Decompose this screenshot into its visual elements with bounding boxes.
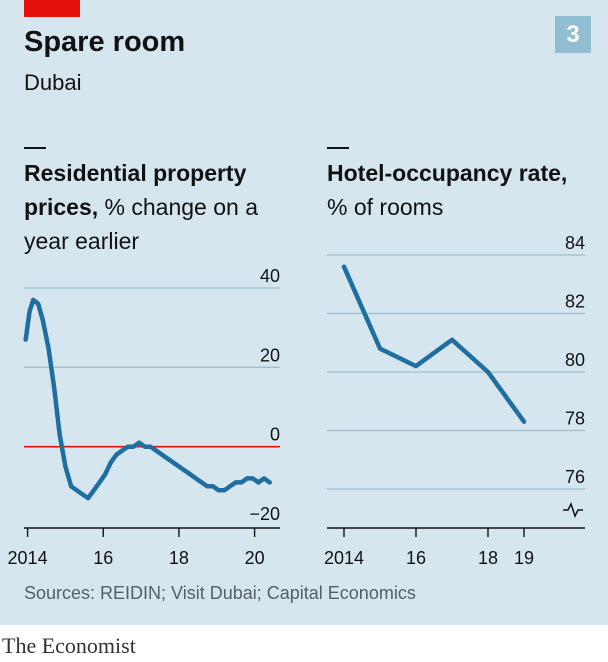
economist-red-tag <box>24 0 80 17</box>
right-title-rule <box>327 147 349 149</box>
right-x-tick-label: 16 <box>406 548 426 568</box>
chart-title: Spare room <box>24 26 186 58</box>
charts-svg: 40 20 0 −20 2014 16 18 20 84 82 80 78 76 2014 16 18 19 <box>8 233 585 568</box>
axis-break-icon <box>563 502 583 518</box>
left-y-tick-label: 20 <box>260 345 280 365</box>
chart-number-badge: 3 <box>555 16 591 53</box>
economist-logo-text: The Economist <box>2 633 136 658</box>
right-y-tick-label: 78 <box>565 409 585 429</box>
right-chart-title: Hotel-occupancy rate, % of rooms <box>327 156 577 224</box>
right-x-tick-label: 19 <box>514 548 534 568</box>
left-x-tick-label: 20 <box>245 548 265 568</box>
source-note: Sources: REIDIN; Visit Dubai; Capital Ec… <box>24 583 416 603</box>
left-x-tick-label: 18 <box>169 548 189 568</box>
right-chart-title-bold: Hotel-occupancy rate, <box>327 160 568 186</box>
left-title-rule <box>24 147 46 149</box>
left-chart-title-bold: Residential property prices, <box>24 160 247 220</box>
right-y-tick-label: 76 <box>565 467 585 487</box>
right-y-tick-label: 84 <box>565 233 585 253</box>
right-series-line <box>341 264 527 424</box>
left-x-tick-label: 16 <box>93 548 113 568</box>
left-y-tick-label: −20 <box>249 504 280 524</box>
left-series-line <box>23 297 272 501</box>
left-chart-title: Residential property prices, % change on… <box>24 156 274 258</box>
right-x-tick-label: 2014 <box>324 548 364 568</box>
right-x-tick-label: 18 <box>478 548 498 568</box>
right-chart-title-rest: % of rooms <box>327 194 444 220</box>
chart-panel <box>0 0 608 625</box>
right-y-tick-label: 82 <box>565 292 585 312</box>
right-y-tick-label: 80 <box>565 350 585 370</box>
chart-subtitle: Dubai <box>24 70 82 95</box>
left-chart-title-rest: % change on a year earlier <box>24 194 258 254</box>
left-y-tick-label: 0 <box>270 425 280 445</box>
left-x-tick-label: 2014 <box>8 548 48 568</box>
left-y-tick-label: 40 <box>260 266 280 286</box>
